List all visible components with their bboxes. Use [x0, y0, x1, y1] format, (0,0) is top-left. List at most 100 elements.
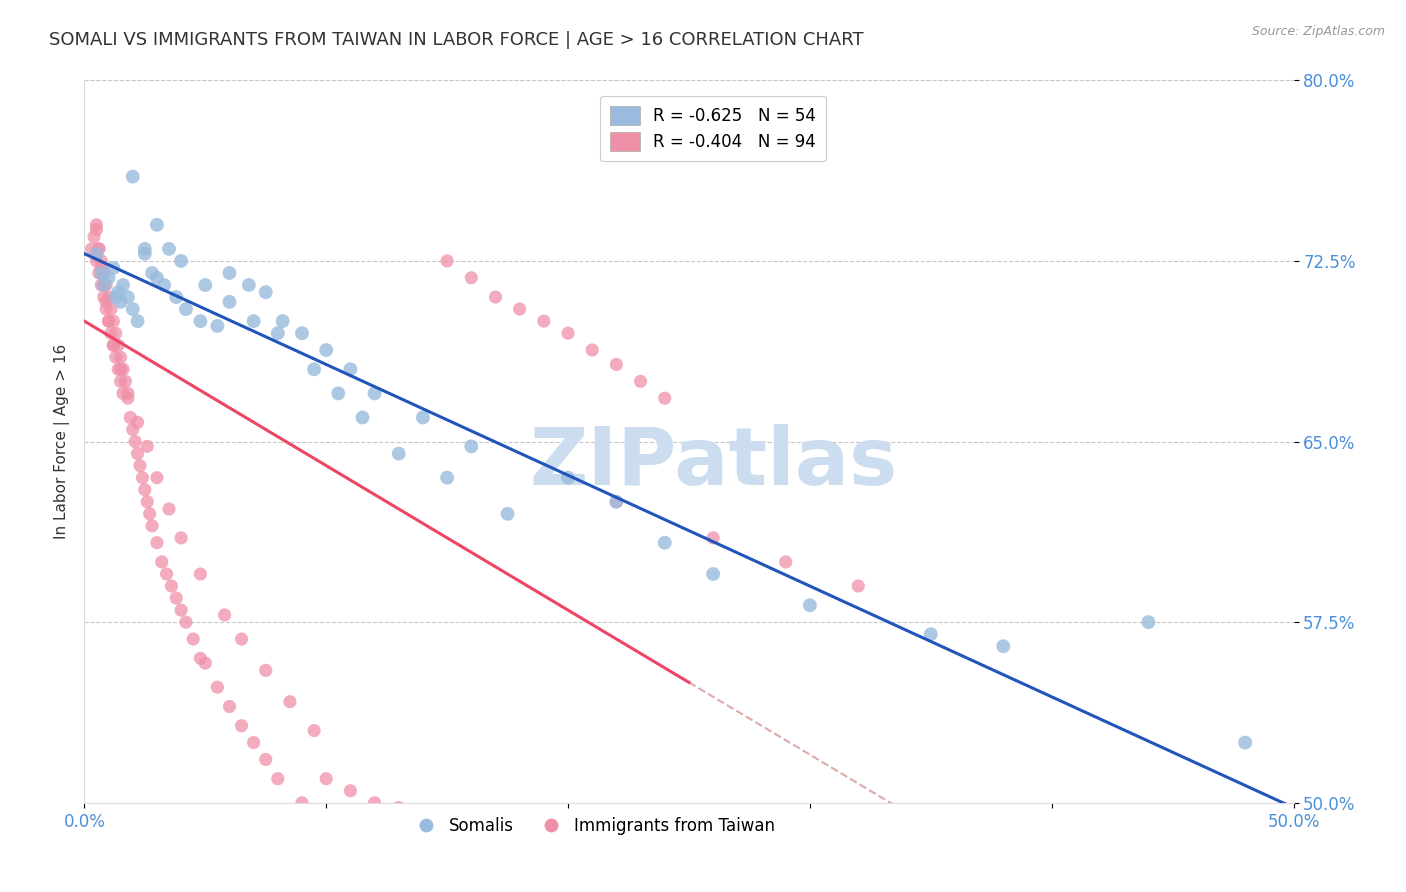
- Point: [799, 599, 821, 613]
- Point: [214, 607, 236, 622]
- Point: [103, 338, 125, 352]
- Point: [86, 254, 108, 268]
- Point: [775, 555, 797, 569]
- Point: [170, 254, 193, 268]
- Point: [605, 358, 627, 372]
- Point: [581, 343, 603, 357]
- Point: [112, 386, 135, 401]
- Text: Source: ZipAtlas.com: Source: ZipAtlas.com: [1251, 25, 1385, 38]
- Point: [121, 422, 143, 436]
- Point: [104, 350, 127, 364]
- Point: [254, 285, 277, 300]
- Point: [352, 410, 374, 425]
- Point: [103, 314, 125, 328]
- Point: [328, 386, 350, 401]
- Point: [97, 314, 120, 328]
- Point: [190, 314, 212, 328]
- Point: [388, 446, 411, 460]
- Point: [93, 277, 115, 292]
- Point: [460, 270, 482, 285]
- Point: [107, 338, 129, 352]
- Point: [136, 439, 159, 453]
- Point: [127, 314, 149, 328]
- Point: [127, 415, 149, 429]
- Point: [127, 446, 149, 460]
- Point: [110, 374, 132, 388]
- Point: [129, 458, 152, 473]
- Point: [238, 277, 260, 292]
- Point: [165, 591, 187, 606]
- Point: [846, 579, 869, 593]
- Point: [157, 502, 180, 516]
- Point: [103, 261, 125, 276]
- Point: [90, 266, 112, 280]
- Point: [170, 531, 193, 545]
- Point: [90, 261, 112, 276]
- Point: [302, 723, 325, 738]
- Point: [254, 752, 277, 766]
- Point: [87, 242, 110, 256]
- Point: [654, 535, 676, 549]
- Point: [138, 507, 160, 521]
- Point: [90, 277, 112, 292]
- Point: [87, 266, 110, 280]
- Point: [100, 301, 122, 317]
- Point: [93, 266, 115, 280]
- Point: [80, 242, 103, 256]
- Point: [93, 277, 115, 292]
- Point: [194, 277, 217, 292]
- Point: [121, 301, 143, 317]
- Point: [557, 326, 579, 341]
- Point: [702, 531, 724, 545]
- Point: [146, 270, 169, 285]
- Point: [94, 301, 117, 317]
- Point: [90, 254, 112, 268]
- Point: [190, 567, 212, 582]
- Point: [87, 242, 110, 256]
- Point: [278, 695, 301, 709]
- Point: [110, 350, 132, 364]
- Point: [181, 632, 204, 646]
- Point: [146, 218, 169, 232]
- Point: [107, 362, 129, 376]
- Point: [141, 266, 163, 280]
- Point: [117, 391, 139, 405]
- Point: [86, 246, 108, 260]
- Point: [86, 218, 108, 232]
- Point: [1137, 615, 1160, 630]
- Point: [436, 254, 458, 268]
- Point: [254, 663, 277, 677]
- Point: [94, 294, 117, 309]
- Point: [120, 410, 142, 425]
- Point: [134, 246, 156, 260]
- Y-axis label: In Labor Force | Age > 16: In Labor Force | Age > 16: [55, 344, 70, 539]
- Point: [157, 242, 180, 256]
- Point: [533, 314, 555, 328]
- Point: [412, 815, 434, 830]
- Point: [93, 290, 115, 304]
- Point: [134, 483, 156, 497]
- Point: [231, 632, 253, 646]
- Point: [291, 796, 314, 810]
- Point: [112, 362, 135, 376]
- Point: [170, 603, 193, 617]
- Point: [557, 470, 579, 484]
- Legend: Somalis, Immigrants from Taiwan: Somalis, Immigrants from Taiwan: [402, 810, 782, 841]
- Point: [605, 494, 627, 508]
- Point: [103, 338, 125, 352]
- Point: [110, 362, 132, 376]
- Point: [302, 362, 325, 376]
- Point: [242, 314, 264, 328]
- Point: [104, 290, 127, 304]
- Point: [412, 410, 434, 425]
- Point: [117, 386, 139, 401]
- Point: [207, 680, 229, 694]
- Point: [141, 519, 163, 533]
- Point: [630, 374, 652, 388]
- Point: [146, 470, 169, 484]
- Point: [496, 507, 519, 521]
- Point: [100, 326, 122, 341]
- Point: [207, 318, 229, 333]
- Point: [121, 169, 143, 184]
- Point: [654, 391, 676, 405]
